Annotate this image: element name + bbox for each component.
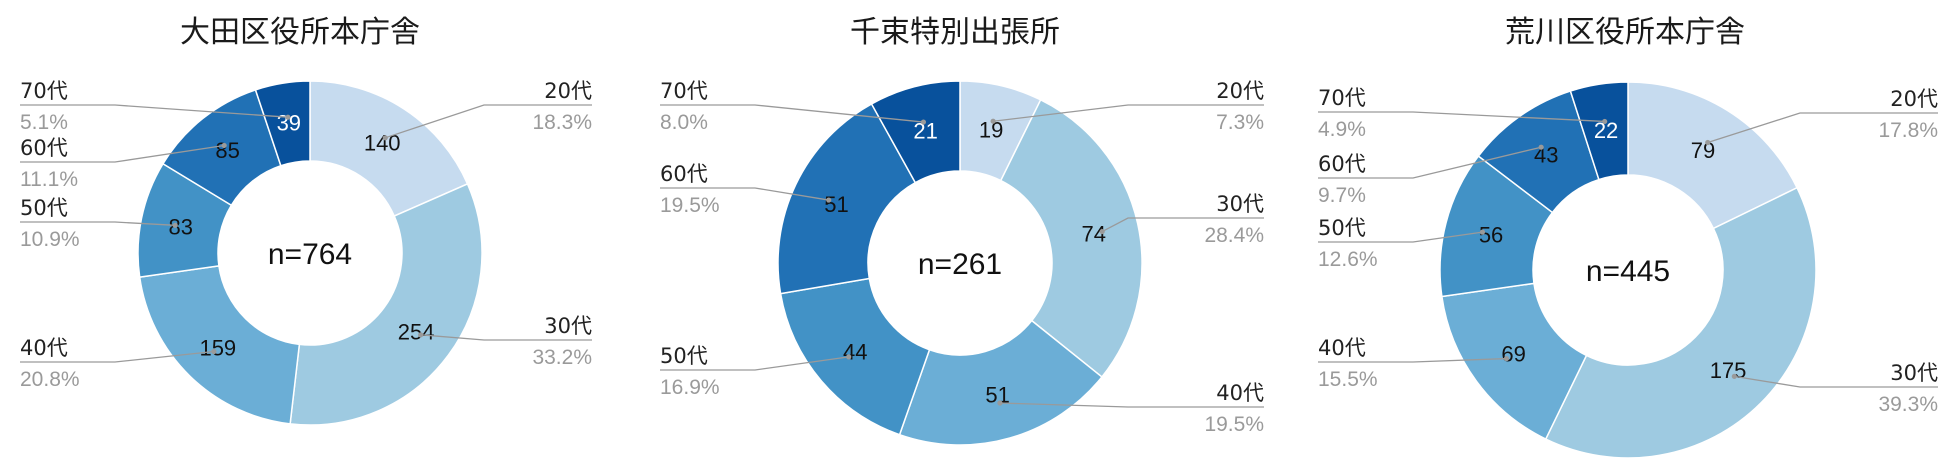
donut-slice-20代 bbox=[1627, 81, 1799, 230]
percent-label: 15.5% bbox=[1318, 368, 1378, 391]
slice-value-label: 254 bbox=[398, 319, 435, 344]
category-label: 60代 bbox=[1318, 152, 1366, 176]
leader-line bbox=[993, 104, 1264, 122]
percent-label: 10.9% bbox=[20, 228, 80, 251]
donut-slice-30代 bbox=[289, 182, 483, 426]
percent-label: 16.9% bbox=[660, 376, 720, 399]
percent-label: 12.6% bbox=[1318, 248, 1378, 271]
donut-slice-20代 bbox=[309, 80, 469, 218]
leader-line bbox=[1101, 217, 1264, 233]
percent-label: 9.7% bbox=[1318, 184, 1366, 207]
category-label: 20代 bbox=[1216, 79, 1264, 103]
slice-value-label: 51 bbox=[824, 192, 848, 217]
chart-title: 荒川区役所本庁舎 bbox=[1505, 15, 1745, 50]
slice-value-label: 43 bbox=[1534, 142, 1558, 167]
percent-label: 8.0% bbox=[660, 111, 708, 134]
donut-chart-3: 荒川区役所本庁舎7917569564322n=44520代17.8%30代39.… bbox=[1318, 15, 1938, 459]
leader-line bbox=[20, 221, 176, 226]
category-label: 40代 bbox=[20, 336, 68, 360]
leader-line bbox=[1318, 111, 1605, 123]
category-label: 20代 bbox=[1890, 87, 1938, 111]
percent-label: 17.8% bbox=[1878, 119, 1938, 142]
category-label: 30代 bbox=[544, 314, 592, 338]
percent-label: 11.1% bbox=[20, 168, 78, 191]
chart-title: 大田区役所本庁舎 bbox=[180, 15, 420, 50]
slice-value-label: 39 bbox=[277, 111, 301, 136]
category-label: 70代 bbox=[1318, 86, 1366, 110]
category-label: 70代 bbox=[660, 79, 708, 103]
slice-value-label: 159 bbox=[199, 335, 236, 360]
donut-slice-30代 bbox=[999, 98, 1143, 379]
leader-line bbox=[660, 356, 849, 371]
leader-line bbox=[20, 144, 225, 163]
category-label: 30代 bbox=[1216, 192, 1264, 216]
leader-line bbox=[1318, 146, 1542, 179]
sample-size-label: n=445 bbox=[1586, 255, 1670, 288]
percent-label: 33.2% bbox=[532, 346, 592, 369]
slice-value-label: 44 bbox=[843, 339, 867, 364]
percent-label: 19.5% bbox=[660, 194, 720, 217]
donut-slice-60代 bbox=[777, 102, 917, 295]
leader-line bbox=[20, 104, 288, 118]
donut-chart-1: 大田区役所本庁舎140254159838539n=76420代18.3%30代3… bbox=[20, 15, 592, 426]
category-label: 70代 bbox=[20, 79, 68, 103]
leader-dot bbox=[846, 354, 852, 360]
donut-slice-70代 bbox=[1569, 81, 1629, 181]
slice-value-label: 56 bbox=[1479, 222, 1503, 247]
sample-size-label: n=261 bbox=[918, 248, 1002, 281]
donut-chart-2: 千束特別出張所197451445121n=26120代7.3%30代28.4%4… bbox=[660, 15, 1264, 446]
donut-slice-30代 bbox=[1544, 186, 1817, 459]
category-label: 50代 bbox=[660, 344, 708, 368]
slice-value-label: 175 bbox=[1710, 358, 1747, 383]
percent-label: 28.4% bbox=[1204, 224, 1264, 247]
donut-slice-50代 bbox=[779, 277, 931, 436]
slice-value-label: 83 bbox=[168, 214, 192, 239]
donut-slice-40代 bbox=[898, 319, 1103, 446]
donut-slice-40代 bbox=[1441, 282, 1588, 441]
leader-line bbox=[1318, 231, 1483, 243]
donut-slice-70代 bbox=[870, 80, 961, 184]
percent-label: 7.3% bbox=[1216, 111, 1264, 134]
sample-size-label: n=764 bbox=[268, 238, 352, 271]
category-label: 40代 bbox=[1216, 381, 1264, 405]
donut-slice-40代 bbox=[138, 265, 301, 425]
chart-title: 千束特別出張所 bbox=[850, 15, 1060, 50]
percent-label: 19.5% bbox=[1204, 413, 1264, 436]
category-label: 60代 bbox=[660, 162, 708, 186]
slice-value-label: 79 bbox=[1691, 138, 1715, 163]
category-label: 50代 bbox=[1318, 216, 1366, 240]
category-label: 30代 bbox=[1890, 361, 1938, 385]
slice-value-label: 85 bbox=[215, 138, 239, 163]
leader-line bbox=[999, 402, 1264, 408]
percent-label: 20.8% bbox=[20, 368, 80, 391]
slice-value-label: 69 bbox=[1501, 341, 1525, 366]
leader-line bbox=[660, 187, 829, 201]
percent-label: 4.9% bbox=[1318, 118, 1366, 141]
category-label: 40代 bbox=[1318, 336, 1366, 360]
leader-line bbox=[660, 104, 924, 123]
leader-line bbox=[420, 334, 592, 341]
leader-line bbox=[1734, 375, 1938, 388]
leader-dot bbox=[1479, 229, 1486, 235]
category-label: 50代 bbox=[20, 196, 68, 220]
leader-line bbox=[1318, 357, 1507, 363]
donut-slice-70代 bbox=[254, 80, 311, 167]
leader-line bbox=[1707, 112, 1938, 144]
leader-line bbox=[385, 104, 592, 139]
category-label: 60代 bbox=[20, 136, 68, 160]
percent-label: 39.3% bbox=[1878, 393, 1938, 416]
percent-label: 5.1% bbox=[20, 111, 68, 134]
category-label: 20代 bbox=[544, 79, 592, 103]
percent-label: 18.3% bbox=[532, 111, 592, 134]
leader-line bbox=[20, 350, 214, 363]
